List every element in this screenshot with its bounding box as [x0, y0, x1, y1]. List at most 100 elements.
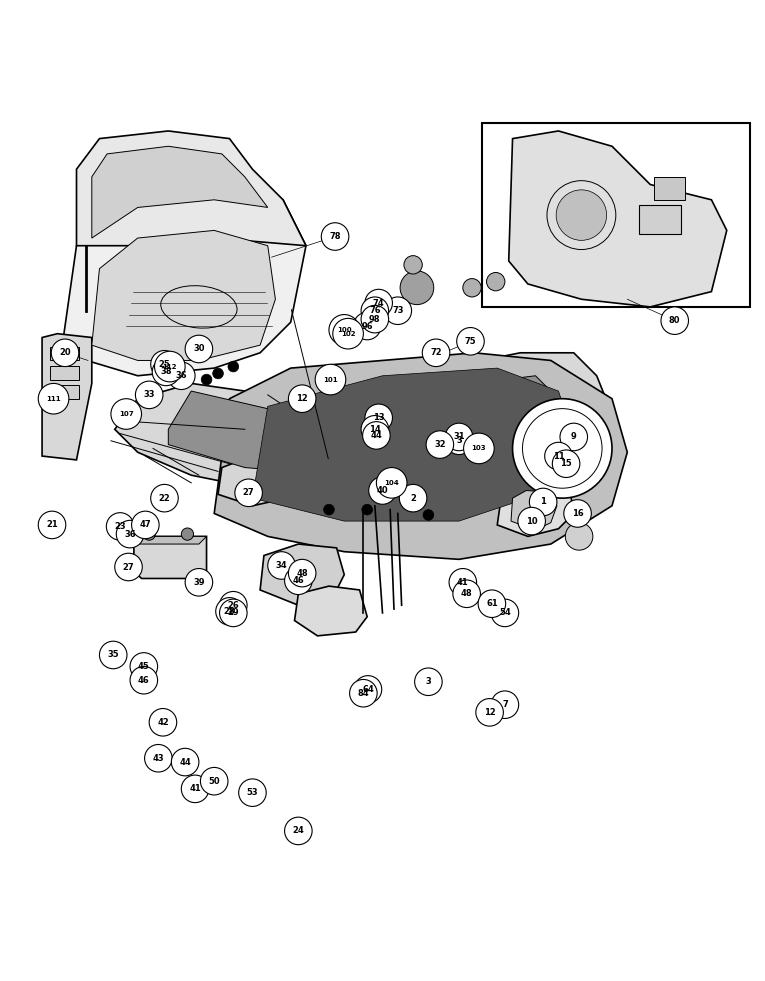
Circle shape	[491, 691, 519, 718]
Text: 48: 48	[461, 590, 473, 598]
Circle shape	[288, 559, 316, 587]
Text: 12: 12	[483, 708, 496, 717]
Circle shape	[111, 398, 142, 430]
Text: 74: 74	[373, 298, 385, 308]
Text: 27: 27	[243, 489, 255, 497]
Circle shape	[399, 485, 427, 512]
Text: 107: 107	[119, 411, 134, 417]
Circle shape	[564, 499, 591, 527]
Circle shape	[116, 520, 144, 547]
Circle shape	[445, 427, 473, 454]
Circle shape	[426, 431, 454, 458]
Text: 101: 101	[323, 377, 338, 383]
Text: 26: 26	[227, 600, 239, 610]
Text: 54: 54	[499, 608, 511, 617]
Circle shape	[321, 223, 349, 250]
Text: 3: 3	[456, 437, 462, 445]
Polygon shape	[42, 334, 92, 460]
Text: 75: 75	[464, 336, 477, 346]
Circle shape	[220, 599, 247, 627]
Circle shape	[151, 350, 178, 378]
Text: 35: 35	[107, 650, 119, 659]
FancyBboxPatch shape	[639, 205, 681, 234]
Circle shape	[315, 364, 346, 395]
Polygon shape	[218, 456, 295, 506]
Circle shape	[333, 319, 363, 349]
Text: 31: 31	[453, 433, 465, 441]
Circle shape	[552, 450, 580, 478]
Text: 2: 2	[410, 493, 416, 502]
Polygon shape	[92, 231, 275, 360]
Text: 34: 34	[275, 561, 288, 570]
Text: 23: 23	[114, 522, 126, 531]
Circle shape	[228, 361, 239, 372]
Circle shape	[130, 652, 158, 680]
Circle shape	[361, 305, 389, 333]
Circle shape	[149, 708, 177, 736]
Text: 21: 21	[46, 521, 58, 530]
Circle shape	[38, 384, 69, 414]
Circle shape	[350, 680, 377, 707]
Circle shape	[453, 580, 480, 607]
Circle shape	[168, 362, 195, 389]
Polygon shape	[509, 130, 727, 307]
Circle shape	[404, 256, 422, 274]
Circle shape	[487, 273, 505, 290]
Text: 3: 3	[425, 677, 431, 687]
Circle shape	[171, 749, 199, 776]
Text: 13: 13	[373, 413, 385, 423]
Polygon shape	[252, 368, 574, 521]
Polygon shape	[115, 353, 612, 506]
Text: 25: 25	[158, 360, 171, 369]
Circle shape	[445, 423, 473, 450]
Polygon shape	[511, 490, 557, 531]
Text: 46: 46	[292, 576, 304, 586]
Text: 111: 111	[46, 395, 61, 401]
Circle shape	[376, 468, 407, 498]
Text: 50: 50	[208, 777, 220, 786]
Circle shape	[476, 698, 503, 726]
Text: 45: 45	[138, 662, 150, 671]
Circle shape	[361, 297, 389, 325]
Text: 98: 98	[369, 315, 381, 324]
Circle shape	[661, 307, 689, 335]
Circle shape	[155, 351, 185, 382]
Circle shape	[216, 597, 243, 625]
Circle shape	[130, 666, 158, 694]
Text: 103: 103	[471, 445, 487, 451]
Circle shape	[565, 523, 593, 550]
Circle shape	[529, 489, 557, 516]
Text: 76: 76	[369, 306, 381, 315]
FancyBboxPatch shape	[50, 385, 79, 398]
Text: 27: 27	[122, 562, 135, 572]
Text: 43: 43	[152, 753, 164, 763]
Polygon shape	[134, 537, 207, 579]
Text: 84: 84	[357, 689, 369, 697]
Circle shape	[518, 507, 545, 535]
Circle shape	[363, 422, 390, 449]
Text: 10: 10	[526, 517, 538, 526]
FancyBboxPatch shape	[50, 346, 79, 360]
Text: 40: 40	[376, 486, 389, 495]
Circle shape	[239, 779, 266, 806]
Circle shape	[106, 513, 134, 541]
Circle shape	[185, 569, 213, 596]
Text: 36: 36	[124, 530, 136, 539]
Text: 38: 38	[160, 368, 172, 377]
Polygon shape	[61, 184, 306, 376]
Text: 61: 61	[486, 599, 498, 608]
Text: 1: 1	[540, 497, 546, 506]
Circle shape	[268, 551, 295, 579]
Polygon shape	[497, 483, 574, 537]
Circle shape	[422, 339, 450, 367]
Circle shape	[213, 368, 223, 379]
Text: 53: 53	[246, 788, 259, 798]
Text: 22: 22	[158, 493, 171, 502]
Circle shape	[545, 442, 572, 470]
Circle shape	[362, 504, 373, 515]
Polygon shape	[76, 130, 306, 245]
Circle shape	[556, 190, 607, 240]
Text: 44: 44	[179, 757, 191, 766]
Circle shape	[491, 599, 519, 627]
Polygon shape	[295, 586, 367, 636]
